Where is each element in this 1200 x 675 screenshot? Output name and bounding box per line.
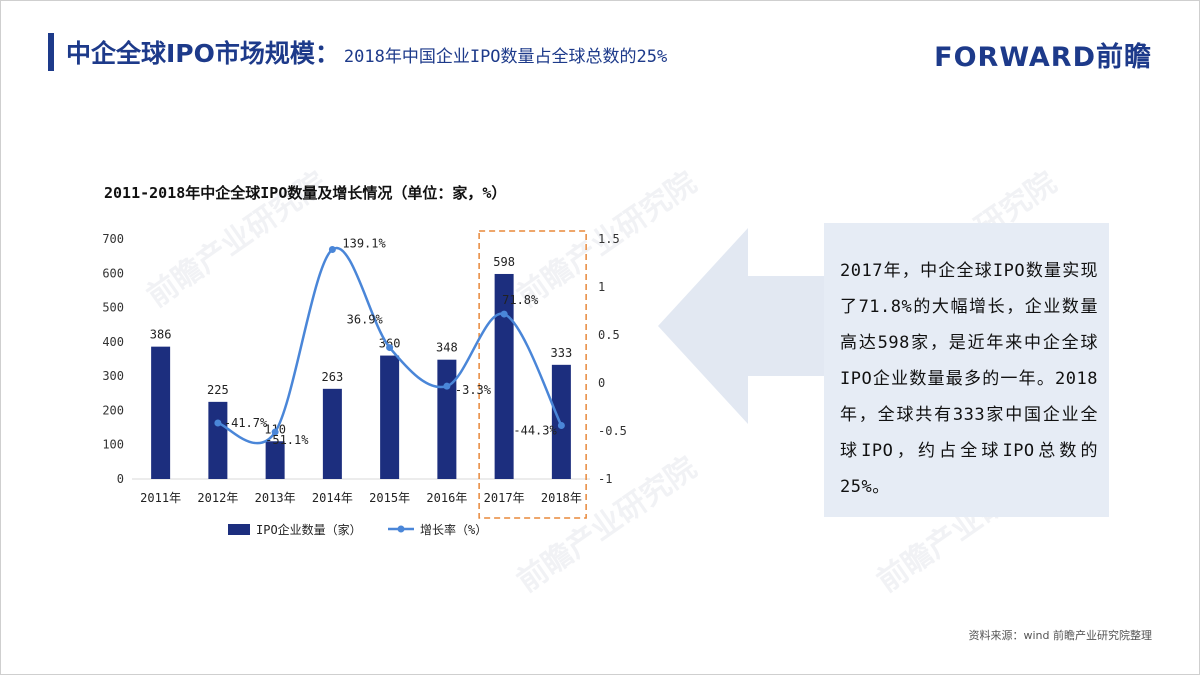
legend-bar-label: IPO企业数量（家） [256, 522, 362, 537]
y-right-tick-label: 1.5 [598, 232, 620, 246]
bar [322, 388, 342, 479]
x-tick-label: 2011年 [140, 491, 181, 505]
growth-value-label: 71.8% [502, 293, 539, 307]
x-tick-label: 2017年 [484, 491, 525, 505]
growth-value-label: -41.7% [224, 416, 268, 430]
bar-value-label: 598 [493, 255, 515, 269]
x-tick-label: 2016年 [426, 491, 467, 505]
growth-point [443, 382, 451, 390]
bar [380, 355, 400, 479]
combo-chart: 0 100 200 300 400 500 600 700 -1 -0.5 0 0.5 1 1.5 386 2… [102, 230, 627, 537]
growth-value-label: -3.3% [455, 383, 492, 397]
y-right-tick-label: 0 [598, 376, 605, 390]
growth-point [328, 245, 336, 253]
x-tick-label: 2018年 [541, 491, 582, 505]
bar-value-label: 333 [551, 346, 573, 360]
source-note: 资料来源：wind 前瞻产业研究院整理 [968, 629, 1152, 642]
bar [151, 346, 171, 479]
legend-bar-swatch [228, 524, 250, 535]
bar-value-label: 225 [207, 383, 229, 397]
bar-value-label: 386 [150, 328, 172, 342]
bar [494, 273, 514, 479]
brand-logo: FORWARD前瞻 [934, 42, 1152, 73]
bar [551, 364, 571, 479]
growth-point [214, 419, 222, 427]
bar-value-label: 348 [436, 341, 458, 355]
page-title-main: 中企全球IPO市场规模： [66, 39, 340, 68]
growth-value-label: -44.3% [513, 424, 557, 438]
page-title-sub: 2018年中国企业IPO数量占全球总数的25% [343, 47, 668, 67]
y-right-tick-label: 0.5 [598, 328, 620, 342]
y-left-tick-label: 300 [102, 369, 124, 383]
y-left-tick-label: 600 [102, 266, 124, 280]
bar [265, 441, 285, 479]
legend-line-marker [397, 525, 405, 533]
y-right-tick-label: 1 [598, 280, 605, 294]
callout-box: 2017年，中企全球IPO数量实现了71.8%的大幅增长，企业数量高达598家，… [824, 223, 1109, 517]
bar-value-label: 263 [322, 370, 344, 384]
title-accent-bar [48, 33, 54, 71]
x-tick-label: 2014年 [312, 491, 353, 505]
highlight-box [478, 230, 587, 519]
page-title: 中企全球IPO市场规模： 2018年中国企业IPO数量占全球总数的25% [66, 34, 667, 70]
chart-title: 2011-2018年中企全球IPO数量及增长情况（单位：家，%） [104, 184, 507, 202]
y-left-tick-label: 100 [102, 438, 124, 452]
growth-value-label: 139.1% [342, 236, 386, 250]
y-right-tick-label: -1 [598, 472, 612, 486]
bar [208, 401, 228, 479]
x-tick-label: 2015年 [369, 491, 410, 505]
growth-point [386, 344, 394, 352]
x-tick-label: 2013年 [255, 491, 296, 505]
growth-point [271, 428, 279, 436]
y-left-tick-label: 0 [117, 472, 124, 486]
y-left-tick-label: 500 [102, 301, 124, 315]
y-left-tick-label: 400 [102, 335, 124, 349]
callout-text: 2017年，中企全球IPO数量实现了71.8%的大幅增长，企业数量高达598家，… [840, 261, 1098, 497]
growth-value-label: 36.9% [347, 313, 384, 327]
growth-point [557, 422, 565, 430]
y-left-tick-label: 200 [102, 403, 124, 417]
growth-point [500, 310, 508, 318]
legend-line-label: 增长率（%） [420, 522, 487, 537]
growth-value-label: -51.1% [265, 433, 309, 447]
bar [437, 359, 457, 479]
left-arrow-icon [658, 228, 824, 424]
y-right-tick-label: -0.5 [598, 424, 627, 438]
x-tick-label: 2012年 [197, 491, 238, 505]
y-left-tick-label: 700 [102, 232, 124, 246]
